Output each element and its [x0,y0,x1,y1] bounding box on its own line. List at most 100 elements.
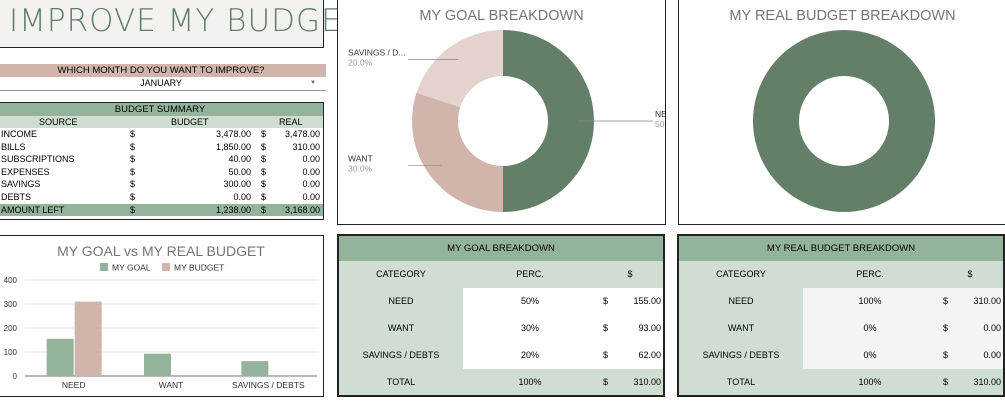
summary-budget-value: 300.00 [223,179,251,190]
y-tick-label: 300 [4,300,18,309]
summary-real-value: 0.00 [302,166,320,177]
bar-my-goal-need[interactable] [46,338,74,376]
summary-row[interactable]: DEBTS $0.00 $0.00 [0,191,323,204]
breakdown-amount: 0.00 [983,350,1001,360]
breakdown-perc: 30% [463,315,597,342]
legend-label[interactable]: MY BUDGET [174,263,224,273]
summary-real-value: 3,478.00 [284,129,320,139]
real-breakdown-table: MY REAL BUDGET BREAKDOWN CATEGORY PERC. … [677,234,1005,397]
column-header-amount: $ [967,269,973,279]
breakdown-row[interactable]: SAVINGS / DEBTS 20% $62.00 [339,342,663,369]
summary-row[interactable]: SUBSCRIPTIONS $40.00 $0.00 [0,153,323,166]
currency-symbol: $ [130,154,136,165]
goal-breakdown-table: MY GOAL BREAKDOWN CATEGORY PERC. $ NEED 5… [337,234,665,397]
breakdown-amount-cell [597,288,663,315]
slice-percentage: 50.0% [655,119,665,129]
breakdown-perc: 100% [803,288,937,315]
summary-row[interactable]: SAVINGS $300.00 $0.00 [0,178,323,191]
column-header-budget: BUDGET [171,117,209,127]
total-label: TOTAL [726,377,756,387]
bar-my-goal-savings-debts[interactable] [241,361,269,376]
currency-symbol: $ [261,166,267,177]
goal-breakdown-total-row[interactable]: TOTAL 100% $ 310.00 [339,369,663,396]
breakdown-amount: 93.00 [638,323,661,333]
total-amount: 310.00 [973,377,1001,387]
breakdown-perc: 50% [463,288,597,315]
summary-source: DEBTS [1,191,32,202]
goal-breakdown-header: MY GOAL BREAKDOWN [339,236,663,261]
breakdown-amount-cell [937,288,1003,315]
summary-source: EXPENSES [1,166,50,177]
bar-my-goal-want[interactable] [144,353,171,376]
total-label: TOTAL [386,377,416,387]
donut-slice-want[interactable] [411,92,503,212]
column-header-perc: PERC. [516,269,544,279]
slice-label: NEED [655,109,665,119]
chevron-down-icon[interactable]: ▼ [310,80,316,86]
column-header-perc: PERC. [856,269,884,279]
breakdown-row[interactable]: SAVINGS / DEBTS 0% $0.00 [679,342,1003,369]
page-title: IMPROVE MY BUDGET [9,3,362,39]
currency-symbol: $ [130,191,136,202]
x-category-label: SAVINGS / DEBTS [232,380,305,390]
currency-symbol: $ [261,179,267,190]
summary-real-value: 0.00 [302,179,320,190]
month-question-label: WHICH MONTH DO YOU WANT TO IMPROVE? [0,64,326,77]
summary-real-value: 310.00 [292,141,320,152]
legend-label[interactable]: MY GOAL [112,263,151,273]
currency-symbol: $ [943,323,949,333]
breakdown-row[interactable]: NEED 50% $155.00 [339,288,663,315]
column-header-amount: $ [627,269,633,279]
goal-donut-title: MY GOAL BREAKDOWN [419,8,584,24]
total-perc: 100% [858,377,882,387]
column-header-category: CATEGORY [376,269,426,279]
currency-symbol: $ [130,129,136,139]
breakdown-amount-cell [937,315,1003,342]
currency-symbol: $ [130,204,136,215]
summary-real-value: 0.00 [302,191,320,202]
summary-row[interactable]: EXPENSES $50.00 $0.00 [0,166,323,179]
currency-symbol: $ [261,154,267,165]
summary-total-label: AMOUNT LEFT [1,204,65,215]
real-donut-chart [752,30,935,212]
month-dropdown[interactable]: JANUARY ▼ [0,77,326,91]
donut-slice-need[interactable] [752,30,935,212]
total-amount: 310.00 [633,377,661,387]
breakdown-row[interactable]: WANT 30% $93.00 [339,315,663,342]
breakdown-row[interactable]: WANT 0% $0.00 [679,315,1003,342]
currency-symbol: $ [130,141,136,152]
donut-slice-savings-d[interactable] [416,30,503,108]
y-tick-label: 200 [4,324,18,333]
currency-symbol: $ [130,166,136,177]
bar-chart-title: MY GOAL vs MY REAL BUDGET [57,243,265,259]
summary-row[interactable]: INCOME $3,478.00 $3,478.00 [0,128,323,141]
bar-my-budget-need[interactable] [74,301,102,376]
summary-real-value: 0.00 [302,154,320,165]
column-header-category: CATEGORY [716,269,766,279]
summary-source: SAVINGS [1,179,41,190]
summary-budget-value: 0.00 [233,191,251,202]
breakdown-amount-cell [937,342,1003,369]
breakdown-perc: 20% [463,342,597,369]
donut-slice-need[interactable] [503,30,594,212]
real-breakdown-total-row[interactable]: TOTAL 100% $ 310.00 [679,369,1003,396]
summary-total-row[interactable]: AMOUNT LEFT $ 1,238.00 $ 3,168.00 [0,203,323,217]
summary-row[interactable]: BILLS $1,850.00 $310.00 [0,141,323,154]
summary-source: INCOME [1,129,37,139]
y-tick-label: 0 [13,372,18,381]
summary-total-budget: 1,238.00 [215,204,251,215]
slice-label: WANT [348,154,373,164]
summary-column-headers: SOURCE BUDGET REAL [0,116,323,128]
currency-symbol: $ [603,323,609,333]
breakdown-category: NEED [728,296,754,306]
currency-symbol: $ [261,141,267,152]
legend-swatch [162,263,170,271]
y-tick-label: 100 [4,348,18,357]
slice-label: SAVINGS / D... [348,48,405,58]
goal-vs-real-bar-chart: MY GOAL vs MY REAL BUDGET MY GOAL MY BUDG… [4,243,317,390]
breakdown-row[interactable]: NEED 100% $310.00 [679,288,1003,315]
breakdown-perc: 0% [803,342,937,369]
column-header-source: SOURCE [39,117,78,127]
